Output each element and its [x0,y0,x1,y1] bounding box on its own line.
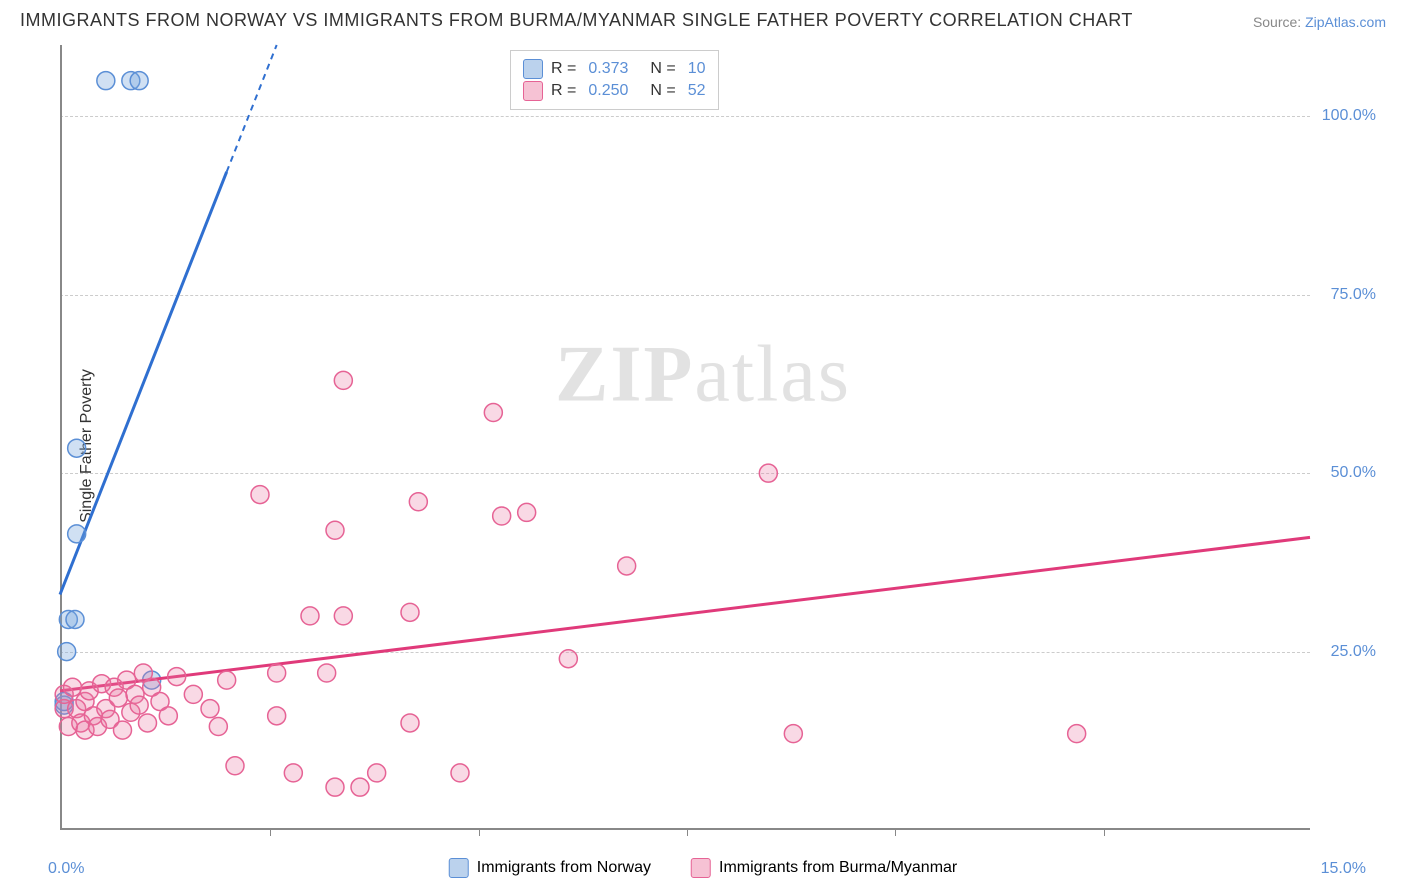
legend-row-norway: R = 0.373 N = 10 [523,59,706,79]
data-point [284,764,302,782]
data-point [493,507,511,525]
r-label: R = [551,60,576,78]
y-tick-label: 75.0% [1331,286,1376,304]
legend-row-burma: R = 0.250 N = 52 [523,81,706,101]
data-point [168,668,186,686]
n-label: N = [650,82,675,100]
data-point [784,725,802,743]
trend-line [60,537,1310,690]
data-point [68,525,86,543]
data-point [326,521,344,539]
data-point [484,404,502,422]
data-point [184,685,202,703]
data-point [518,503,536,521]
data-point [268,707,286,725]
data-point [201,700,219,718]
data-point [334,371,352,389]
data-point [759,464,777,482]
legend-swatch-norway [523,59,543,79]
y-tick-label: 100.0% [1322,107,1376,125]
y-tick-label: 25.0% [1331,643,1376,661]
data-point [409,493,427,511]
x-tick-label-min: 0.0% [48,860,84,878]
n-label: N = [650,60,675,78]
data-point [268,664,286,682]
data-point [58,643,76,661]
legend-item-norway: Immigrants from Norway [449,858,651,878]
data-point [68,439,86,457]
legend-item-burma: Immigrants from Burma/Myanmar [691,858,957,878]
source-attribution: Source: ZipAtlas.com [1253,14,1386,30]
data-point [318,664,336,682]
n-value-burma: 52 [688,82,706,100]
trend-line-dashed [227,45,277,172]
data-point [451,764,469,782]
source-link[interactable]: ZipAtlas.com [1305,14,1386,30]
legend-series: Immigrants from Norway Immigrants from B… [449,858,958,878]
legend-label-burma: Immigrants from Burma/Myanmar [719,859,957,877]
chart-title: IMMIGRANTS FROM NORWAY VS IMMIGRANTS FRO… [20,10,1133,31]
data-point [559,650,577,668]
data-point [1068,725,1086,743]
data-point [209,718,227,736]
data-point [326,778,344,796]
data-point [64,678,82,696]
legend-correlation: R = 0.373 N = 10 R = 0.250 N = 52 [510,50,719,110]
legend-label-norway: Immigrants from Norway [477,859,651,877]
r-value-norway: 0.373 [588,60,628,78]
data-point [401,603,419,621]
data-point [159,707,177,725]
y-tick-label: 50.0% [1331,464,1376,482]
data-point [351,778,369,796]
data-point [130,72,148,90]
data-point [139,714,157,732]
data-point [218,671,236,689]
chart-svg [60,45,1310,830]
data-point [66,610,84,628]
data-point [130,696,148,714]
data-point [401,714,419,732]
x-tick-label-max: 15.0% [1321,860,1366,878]
data-point [301,607,319,625]
chart-container: IMMIGRANTS FROM NORWAY VS IMMIGRANTS FRO… [0,0,1406,892]
n-value-norway: 10 [688,60,706,78]
data-point [334,607,352,625]
legend-swatch-norway [449,858,469,878]
data-point [368,764,386,782]
legend-swatch-burma [691,858,711,878]
r-value-burma: 0.250 [588,82,628,100]
legend-swatch-burma [523,81,543,101]
data-point [97,72,115,90]
r-label: R = [551,82,576,100]
data-point [226,757,244,775]
data-point [109,689,127,707]
data-point [114,721,132,739]
data-point [618,557,636,575]
source-label: Source: [1253,14,1301,30]
data-point [251,486,269,504]
